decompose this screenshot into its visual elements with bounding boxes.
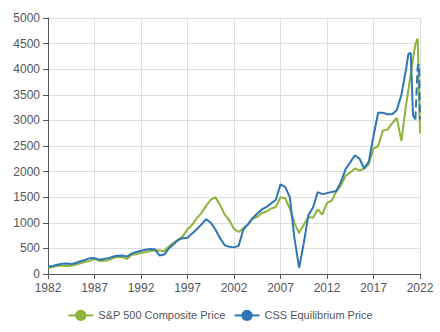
svg-text:2000: 2000 [13,165,40,179]
svg-text:2017: 2017 [360,281,387,295]
svg-text:0: 0 [33,267,40,281]
svg-text:500: 500 [20,241,40,255]
svg-text:4000: 4000 [13,62,40,76]
svg-text:2500: 2500 [13,139,40,153]
svg-text:5000: 5000 [13,11,40,25]
svg-text:CSS Equilibrium Price: CSS Equilibrium Price [264,309,372,321]
svg-text:3500: 3500 [13,88,40,102]
svg-text:1997: 1997 [174,281,201,295]
svg-text:1992: 1992 [128,281,155,295]
svg-text:2012: 2012 [314,281,341,295]
svg-text:1987: 1987 [81,281,108,295]
svg-text:2022: 2022 [407,281,434,295]
svg-text:2002: 2002 [221,281,248,295]
svg-text:1982: 1982 [35,281,62,295]
svg-text:4500: 4500 [13,37,40,51]
svg-text:S&P 500 Composite Price: S&P 500 Composite Price [98,309,225,321]
svg-text:2007: 2007 [267,281,294,295]
svg-text:1500: 1500 [13,190,40,204]
svg-text:3000: 3000 [13,113,40,127]
svg-text:1000: 1000 [13,216,40,230]
